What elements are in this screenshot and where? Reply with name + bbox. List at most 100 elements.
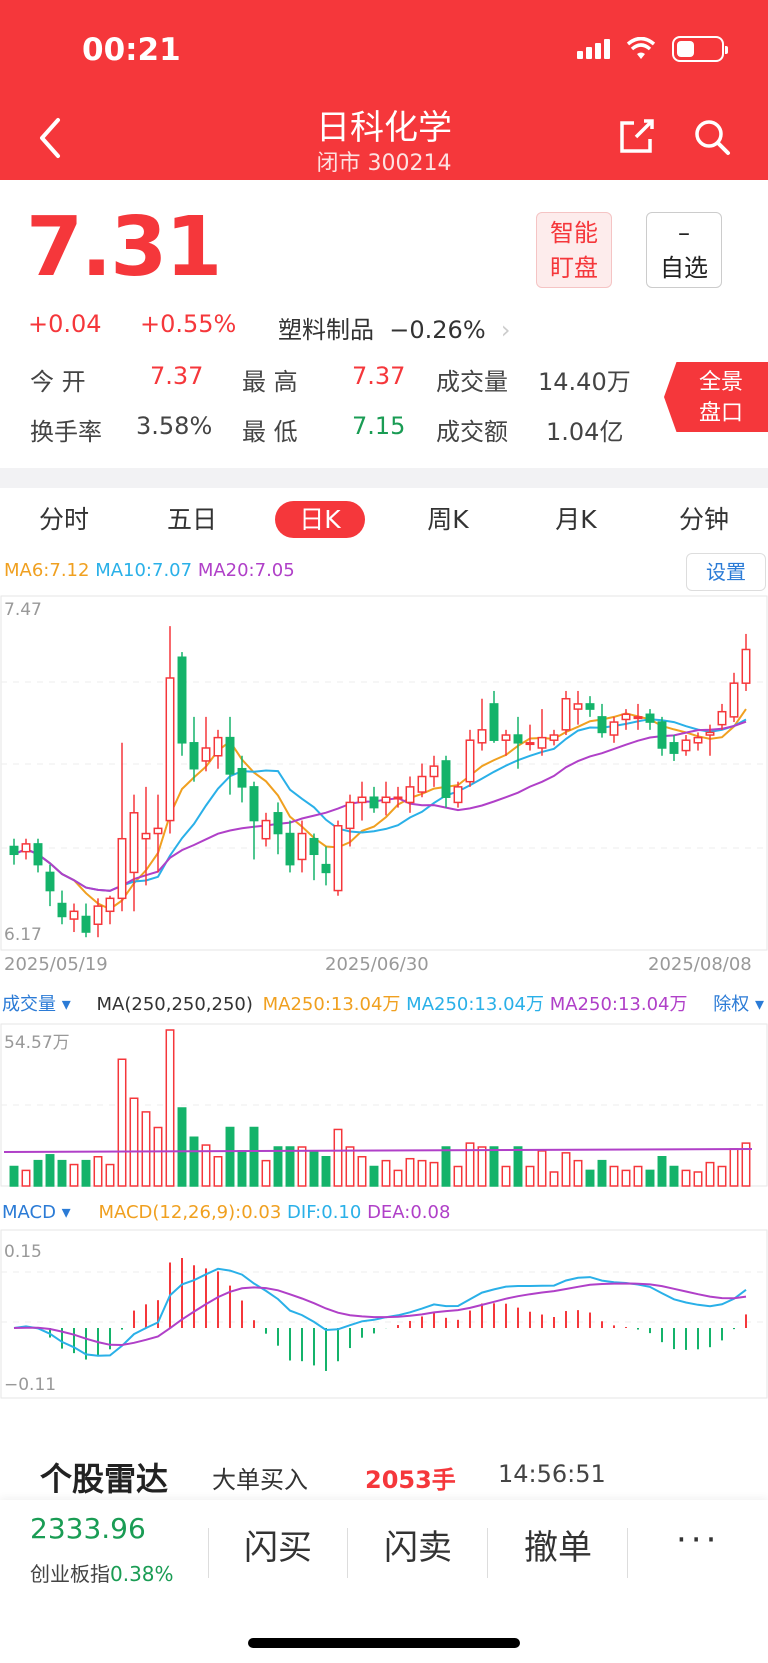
candle xyxy=(585,703,595,710)
volume-bar xyxy=(405,1157,415,1187)
candle xyxy=(405,786,415,804)
volume-bar xyxy=(213,1156,223,1187)
stock-radar[interactable]: 个股雷达 大单买入 2053手 14:56:51 xyxy=(10,1432,758,1500)
candle xyxy=(549,734,559,741)
volume-bar xyxy=(537,1150,547,1187)
volume-bar xyxy=(513,1146,523,1187)
candle xyxy=(189,742,199,770)
tab-label: 月K xyxy=(555,505,597,534)
search-icon[interactable] xyxy=(690,115,734,159)
volume-bar xyxy=(237,1150,247,1187)
tab-label: 周K xyxy=(427,505,469,534)
smart-watch-button[interactable]: 智能 盯盘 xyxy=(536,212,612,288)
volume-bar xyxy=(321,1156,331,1187)
status-icons xyxy=(577,36,728,62)
volume-value: 14.40万 xyxy=(538,368,631,396)
add-watchlist-button[interactable]: – 自选 xyxy=(646,212,722,288)
candle xyxy=(165,677,175,822)
dif-line xyxy=(13,1267,747,1357)
tab-monthly-k[interactable]: 月K xyxy=(512,494,640,546)
volume-bar xyxy=(429,1161,439,1187)
cancel-order-button[interactable]: 撤单 xyxy=(524,1528,592,1568)
ma20-value: MA20:7.05 xyxy=(197,560,295,581)
low-label: 最 低 xyxy=(242,418,298,446)
volume-bar xyxy=(309,1150,319,1187)
tab-label: 分钟 xyxy=(678,505,729,534)
volume-bar xyxy=(645,1169,655,1187)
tab-weekly-k[interactable]: 周K xyxy=(384,494,512,546)
tab-label: 日K xyxy=(275,501,365,538)
candle xyxy=(9,845,19,856)
candle xyxy=(105,897,115,913)
status-time: 00:21 xyxy=(82,32,181,68)
volume-bar xyxy=(9,1165,19,1187)
tab-intraday[interactable]: 分时 xyxy=(0,494,128,546)
adjust-selector[interactable]: 除权 ▾ xyxy=(713,994,764,1015)
candle xyxy=(441,760,451,798)
index-value[interactable]: 2333.96 xyxy=(30,1512,146,1545)
candle xyxy=(597,716,607,734)
candle xyxy=(285,832,295,866)
volume-bar xyxy=(633,1165,643,1187)
candle xyxy=(261,819,271,840)
sector-link[interactable]: 塑料制品 −0.26% › xyxy=(278,310,511,345)
turnover-label: 换手率 xyxy=(30,418,102,446)
turnover-value: 3.58% xyxy=(136,412,213,440)
price-change-pct: +0.55% xyxy=(140,310,237,338)
dea-value: DEA:0.08 xyxy=(367,1202,451,1223)
tab-minute[interactable]: 分钟 xyxy=(640,494,768,546)
ma6-value: MA6:7.12 xyxy=(4,560,90,581)
macd-selector[interactable]: MACD ▾ xyxy=(2,1202,71,1223)
x-label-mid: 2025/06/30 xyxy=(325,954,429,975)
k-line-chart[interactable]: 7.47 6.17 2025/05/19 2025/06/30 2025/08/… xyxy=(0,594,768,1400)
candle xyxy=(129,812,139,874)
volume-bar xyxy=(525,1165,535,1187)
back-icon[interactable] xyxy=(30,110,70,166)
volume-bar xyxy=(585,1169,595,1187)
volume-selector[interactable]: 成交量 ▾ xyxy=(2,994,71,1015)
radar-event: 大单买入 xyxy=(212,1466,308,1494)
tab-five-day[interactable]: 五日 xyxy=(128,494,256,546)
candle xyxy=(621,713,631,721)
y-max-label: 7.47 xyxy=(4,600,42,620)
panorama-label-2: 盘口 xyxy=(698,401,743,426)
bottom-trade-bar: 2333.96 创业板指0.38% 闪买 闪卖 撤单 ··· xyxy=(0,1500,768,1663)
candle xyxy=(477,729,487,744)
candle xyxy=(141,832,151,840)
wifi-icon xyxy=(626,37,656,59)
price-change: +0.04 xyxy=(28,310,102,338)
more-icon[interactable]: ··· xyxy=(676,1520,721,1560)
candle xyxy=(381,796,391,804)
tab-daily-k[interactable]: 日K xyxy=(256,494,384,546)
panorama-button[interactable]: 全景 盘口 xyxy=(664,362,768,432)
volume-bar xyxy=(669,1165,679,1187)
volume-bar xyxy=(33,1159,43,1187)
volume-bar xyxy=(153,1126,163,1187)
candle xyxy=(705,731,715,736)
volume-bar xyxy=(225,1126,235,1187)
ma-legend: MA6:7.12 MA10:7.07 MA20:7.05 xyxy=(4,560,295,581)
watchlist-label: 自选 xyxy=(660,254,708,282)
volume-bar xyxy=(561,1152,571,1187)
quick-buy-button[interactable]: 闪买 xyxy=(244,1528,312,1568)
share-icon[interactable] xyxy=(614,115,658,159)
smart-watch-label-2: 盯盘 xyxy=(550,254,598,282)
home-indicator xyxy=(248,1638,520,1648)
candle xyxy=(369,796,379,809)
quick-sell-button[interactable]: 闪卖 xyxy=(384,1528,452,1568)
settings-button[interactable]: 设置 xyxy=(686,553,766,591)
radar-amount: 2053手 xyxy=(365,1466,456,1494)
ma20-line xyxy=(13,720,747,892)
candle xyxy=(561,697,571,731)
candle xyxy=(489,703,499,741)
battery-icon xyxy=(672,36,728,62)
candle xyxy=(309,837,319,856)
candle xyxy=(693,736,703,744)
volume-bar xyxy=(81,1159,91,1187)
volume-bar xyxy=(657,1156,667,1187)
candle xyxy=(525,742,535,746)
volume-bar xyxy=(129,1097,139,1187)
macd-frame xyxy=(0,1229,768,1399)
volume-bar xyxy=(45,1154,55,1187)
candle xyxy=(633,716,643,720)
